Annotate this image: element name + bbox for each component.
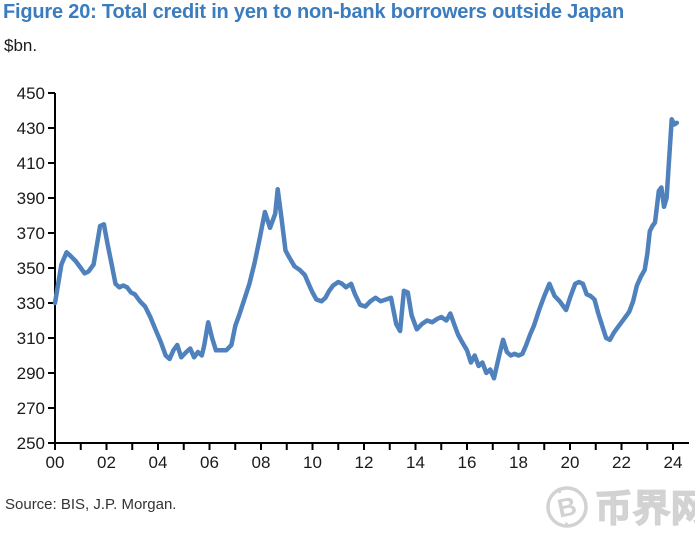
y-axis-tick-label: 450 bbox=[17, 84, 45, 103]
x-axis-tick-label: 14 bbox=[406, 453, 425, 472]
y-axis-tick-label: 270 bbox=[17, 399, 45, 418]
y-axis-tick-label: 370 bbox=[17, 224, 45, 243]
y-axis-tick-label: 430 bbox=[17, 119, 45, 138]
x-axis-tick-label: 18 bbox=[509, 453, 528, 472]
y-axis-tick-label: 350 bbox=[17, 259, 45, 278]
x-axis-tick-label: 16 bbox=[458, 453, 477, 472]
x-axis-tick-label: 04 bbox=[149, 453, 168, 472]
watermark: B 币界网 bbox=[546, 486, 695, 530]
watermark-coin-symbol: B bbox=[555, 490, 580, 523]
y-axis-tick-label: 250 bbox=[17, 434, 45, 453]
x-axis-tick-label: 02 bbox=[97, 453, 116, 472]
x-axis-tick-label: 24 bbox=[664, 453, 683, 472]
x-axis-tick-label: 08 bbox=[252, 453, 271, 472]
credit-data-line bbox=[52, 117, 680, 381]
source-note: Source: BIS, J.P. Morgan. bbox=[5, 496, 177, 513]
y-axis-tick-label: 310 bbox=[17, 329, 45, 348]
y-axis-unit-label: $bn. bbox=[4, 36, 38, 55]
x-axis-tick-label: 20 bbox=[561, 453, 580, 472]
y-axis-tick-label: 410 bbox=[17, 154, 45, 173]
coin-stroke-bottom bbox=[564, 522, 569, 528]
x-axis-tick-label: 12 bbox=[355, 453, 374, 472]
figure-title: Figure 20: Total credit in yen to non-ba… bbox=[3, 1, 624, 23]
y-axis-tick-label: 330 bbox=[17, 294, 45, 313]
x-axis-tick-label: 10 bbox=[303, 453, 322, 472]
x-axis-tick-label: 00 bbox=[46, 453, 65, 472]
coin-stroke-top bbox=[557, 488, 562, 494]
x-axis-tick-label: 06 bbox=[200, 453, 219, 472]
x-axis-tick-label: 22 bbox=[612, 453, 631, 472]
y-axis-tick-label: 290 bbox=[17, 364, 45, 383]
watermark-text: 币界网 bbox=[595, 488, 695, 529]
y-axis-tick-label: 390 bbox=[17, 189, 45, 208]
